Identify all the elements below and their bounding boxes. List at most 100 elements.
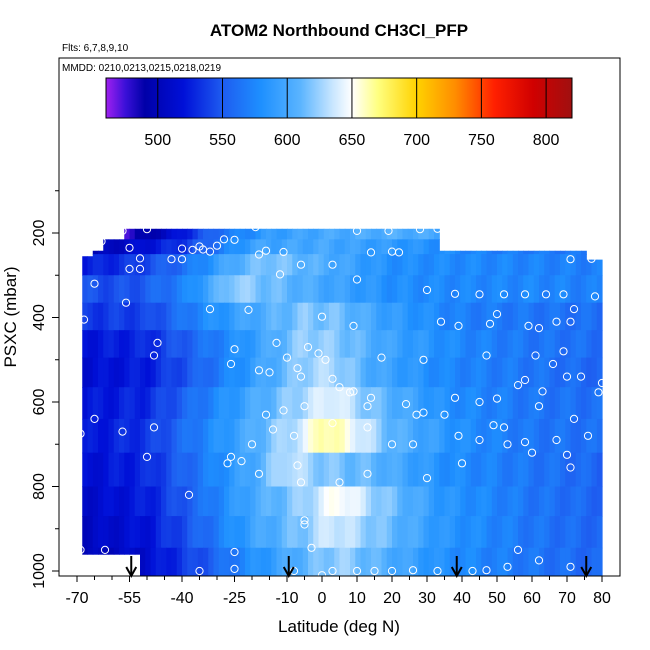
heatmap-cell [444,250,451,255]
heatmap-cell [271,228,278,240]
heatmap-cell [455,387,461,420]
heatmap-cell [224,516,230,549]
heatmap-cell [407,302,414,331]
heatmap-cell [250,387,257,420]
heatmap-cell [491,452,498,488]
heatmap-cell [98,452,104,488]
heatmap-cell [250,330,257,359]
heatmap-cell [271,418,278,454]
heatmap-cell [171,486,178,517]
heatmap-cell [234,254,241,276]
heatmap-cell [323,228,330,240]
heatmap-cell [455,330,461,359]
heatmap-cell [476,302,482,331]
heatmap-cell [439,275,446,304]
sample-point [230,547,239,557]
heatmap-cell [302,275,309,304]
heatmap-cell [533,330,540,359]
heatmap-cell [428,330,435,359]
heatmap-cell [297,387,304,420]
heatmap-cell [465,516,472,549]
heatmap-cell [386,330,393,359]
heatmap-cell [339,302,346,331]
heatmap-cell [134,254,141,276]
heatmap-cell [591,330,598,359]
heatmap-cell [103,302,110,331]
heatmap-cell [386,275,393,304]
heatmap-cell [350,547,356,576]
sample-point [489,421,498,430]
heatmap-cell [260,387,267,420]
heatmap-cell [460,387,467,420]
plot-area: MMDD: 0210,0213,0215,0218,0219 [58,57,621,579]
heatmap-cell [470,486,477,517]
heatmap-cell [455,275,461,304]
x-tick-label: 20 [383,590,401,607]
heatmap-cell [455,254,461,276]
sample-point [450,393,460,402]
heatmap-cell [250,239,257,255]
heatmap-cell [581,302,587,331]
heatmap-cell [502,387,509,420]
chart-title: ATOM2 Northbound CH3Cl_PFP [210,21,468,40]
heatmap-cell [329,302,335,331]
sample-point [282,353,292,362]
sample-point [142,225,152,234]
heatmap-cell [381,239,388,255]
heatmap-cell [224,357,230,388]
sample-point [268,425,278,434]
heatmap-cell [108,239,115,255]
x-tick-label: -40 [170,590,193,607]
heatmap-cell [423,254,430,276]
heatmap-cell [407,387,414,420]
heatmap-cell [234,302,241,331]
heatmap-cell [234,275,241,304]
heatmap-cell [192,254,199,276]
heatmap-cell [119,547,125,555]
heatmap-cell [586,330,593,359]
heatmap-cell [271,486,278,517]
sample-point [482,566,491,575]
heatmap-cell [570,250,577,255]
heatmap-cell [82,357,89,388]
heatmap-cell [87,357,94,388]
heatmap-cell [444,330,451,359]
heatmap-cell [376,239,383,255]
heatmap-cell [266,387,272,420]
sample-point [384,226,393,235]
heatmap-cell [187,418,194,454]
heatmap-cell [455,357,461,388]
heatmap-cell [161,275,167,304]
heatmap-cell [171,254,178,276]
heatmap-cell [182,547,188,576]
heatmap-cell [313,387,320,420]
heatmap-cell [460,547,467,576]
heatmap-cell [239,302,246,331]
colorbar-ticks: 500 550 600 650 700 750 800 [144,78,560,149]
heatmap-cell [124,418,131,454]
sample-point [237,457,246,466]
heatmap-cell [155,239,162,255]
sample-point [363,469,372,478]
heatmap-cell [581,357,587,388]
heatmap-cell [444,418,451,454]
heatmap-cell [465,418,472,454]
heatmap-cell [161,387,167,420]
heatmap-cell [360,228,367,240]
heatmap-cell [171,357,178,388]
heatmap-cell [234,387,241,420]
heatmap-cell [381,547,388,576]
heatmap-cell [402,486,409,517]
heatmap-cell [371,547,377,576]
heatmap-cell [145,387,152,420]
heatmap-cell [507,250,514,255]
colorbar-tick-label: 800 [533,132,560,149]
sample-point [293,461,302,470]
heatmap-cell [518,330,524,359]
heatmap-cell [365,387,372,420]
heatmap-cell [449,357,456,388]
sample-point [265,368,274,377]
heatmap-cell [187,228,194,240]
sample-point [597,378,607,388]
heatmap-cell [302,486,309,517]
